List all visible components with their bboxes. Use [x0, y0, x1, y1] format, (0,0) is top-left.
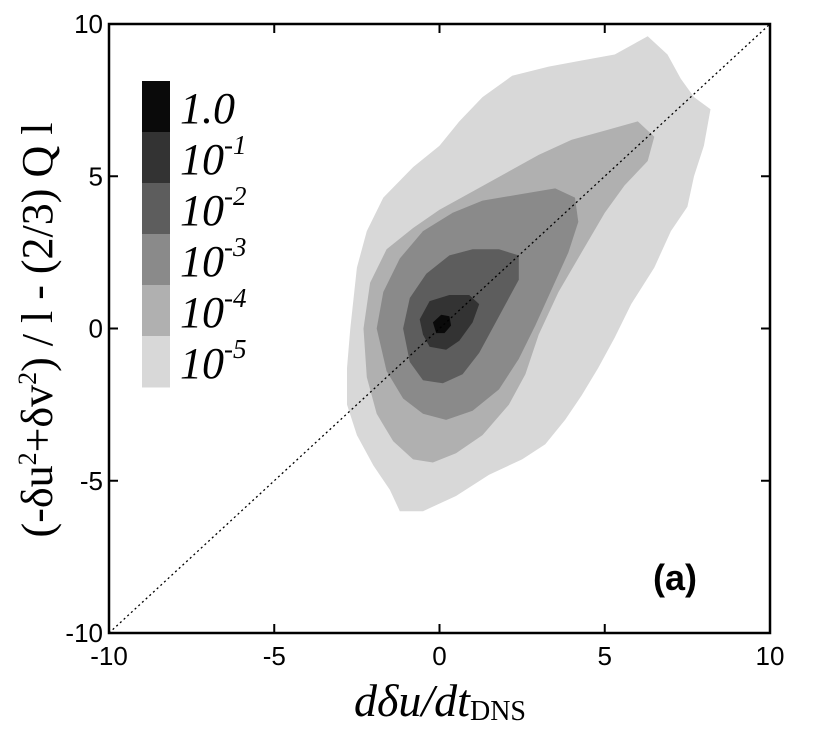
legend-swatch-1 [142, 132, 170, 184]
legend-swatch-5 [142, 336, 170, 388]
legend-label-3: 10-3 [180, 232, 247, 286]
y-tick-label-1: -5 [80, 466, 103, 496]
legend-swatch-3 [142, 234, 170, 286]
x-tick-label-3: 5 [598, 641, 612, 671]
x-axis-title-sub: DNS [470, 696, 526, 727]
legend-label-1: 10-1 [180, 130, 247, 184]
y-axis-title-sup2: 2 [13, 372, 42, 385]
legend-label-5: 10-5 [180, 334, 247, 388]
y-tick-label-2: 0 [89, 314, 103, 344]
legend-swatch-2 [142, 183, 170, 235]
x-axis-title: dδu/dtDNS [354, 675, 526, 727]
y-tick-label-3: 5 [89, 161, 103, 191]
x-tick-label-2: 0 [432, 641, 446, 671]
y-tick-label-4: 10 [74, 9, 103, 39]
y-axis-title-pre: (-δu [13, 465, 62, 537]
y-axis-title-mid: +δv [13, 385, 62, 453]
panel-label: (a) [653, 557, 697, 598]
y-axis-title-sup1: 2 [13, 452, 42, 465]
legend-label-2: 10-2 [180, 181, 247, 235]
legend-label-4: 10-4 [180, 283, 247, 337]
y-tick-label-0: -10 [65, 618, 103, 648]
y-axis-title-post: ) / l - (2/3) Q l [13, 123, 62, 372]
legend-label-0: 1.0 [180, 84, 235, 133]
x-tick-label-4: 10 [756, 641, 785, 671]
contour-region-5 [432, 314, 452, 334]
x-tick-label-1: -5 [263, 641, 286, 671]
y-axis-title: (-δu2+δv2) / l - (2/3) Q l [13, 123, 62, 538]
axis-ticks: -10 -5 0 5 10 -10 -5 0 5 10 [65, 9, 784, 671]
legend: 1.010-110-210-310-410-5 [142, 81, 247, 388]
x-axis-title-main: dδu/dt [354, 675, 471, 726]
contour-layer [347, 36, 711, 512]
x-tick-label-0: -10 [90, 641, 128, 671]
legend-swatch-4 [142, 285, 170, 337]
legend-swatch-0 [142, 81, 170, 133]
